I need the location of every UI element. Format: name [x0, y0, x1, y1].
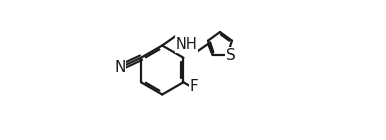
Text: N: N	[114, 60, 126, 75]
Text: S: S	[225, 48, 235, 63]
Text: NH: NH	[175, 37, 197, 52]
Text: F: F	[190, 79, 198, 94]
